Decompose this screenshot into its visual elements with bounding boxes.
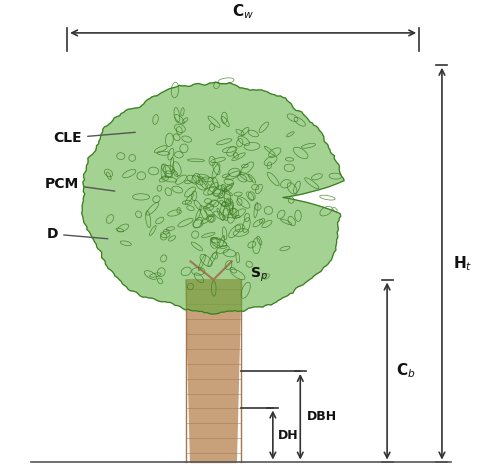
Text: C$_w$: C$_w$: [232, 3, 254, 21]
Polygon shape: [82, 82, 344, 314]
Text: DBH: DBH: [307, 410, 337, 423]
Text: H$_t$: H$_t$: [454, 254, 473, 273]
Polygon shape: [186, 280, 241, 463]
Text: C$_b$: C$_b$: [396, 362, 416, 380]
Text: PCM: PCM: [44, 177, 114, 191]
Text: D: D: [46, 227, 108, 241]
Text: DH: DH: [278, 429, 298, 442]
Text: CLE: CLE: [54, 131, 136, 145]
Text: S$_p$: S$_p$: [250, 266, 268, 284]
